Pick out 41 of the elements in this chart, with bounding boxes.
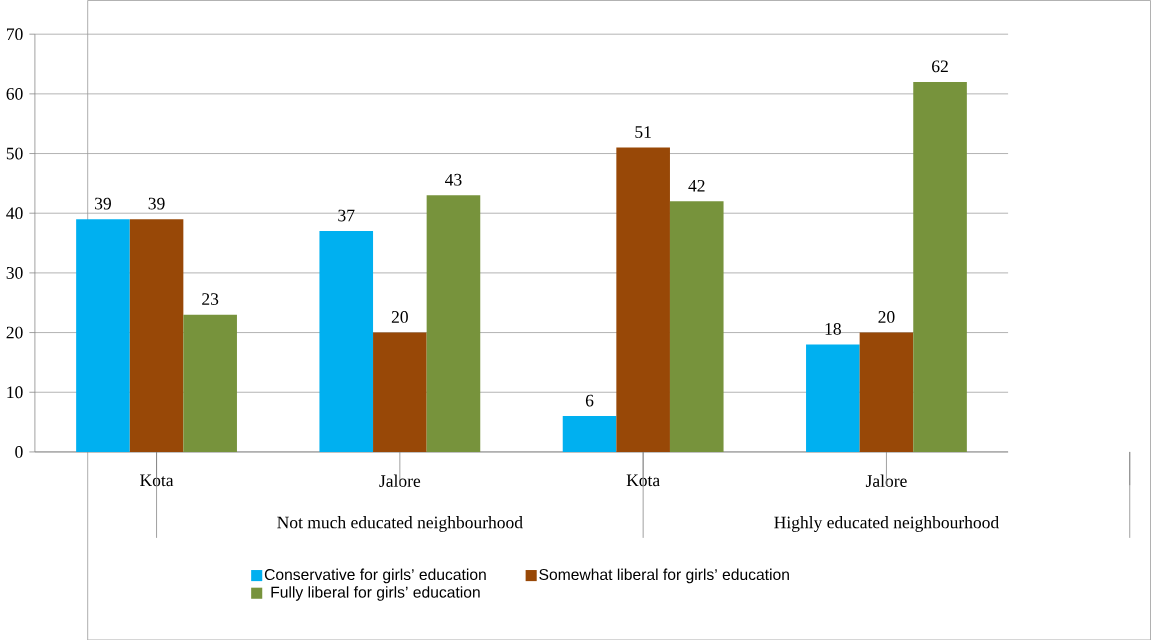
data-label: 62 [932,60,948,72]
data-label: 20 [391,310,408,323]
bar [426,195,481,452]
y-tick-label: 60 [6,87,23,100]
data-label: 42 [688,179,705,192]
bar [913,81,967,452]
bar [183,314,237,452]
y-tick-label: 40 [6,207,23,219]
data-label: 18 [825,322,841,335]
y-tick-label: 30 [6,266,23,279]
y-tick-label: 70 [7,28,23,40]
y-tick-label: 50 [6,147,23,160]
y-tick-label: 0 [15,445,23,458]
data-label: 43 [445,173,462,186]
legend-label: Fully liberal for girls’ education [271,586,480,601]
bar [129,218,184,452]
bar [669,201,724,452]
y-tick-label: 20 [6,326,23,339]
data-label: 23 [202,292,219,305]
data-label: 51 [635,125,651,138]
bar [76,218,130,452]
text: Highly educated neighbourhood [774,515,999,532]
data-label: 20 [878,310,895,323]
bar [319,230,374,452]
data-label: 37 [338,209,355,222]
x-tick-label: Jalore [379,474,421,487]
bar [806,344,860,452]
bar [859,332,914,452]
data-label: 39 [95,197,111,210]
y-tick-label: 10 [7,386,23,398]
x-tick-label: Kota [140,474,174,486]
text: Not much educated neighbourhood [277,515,523,532]
legend-label: Somewhat liberal for girls’ education [539,568,789,583]
bar [373,332,427,452]
legend-label: Conservative for girls’ education [264,568,486,583]
data-label: 39 [148,197,165,210]
bar [562,415,617,452]
x-tick-label: Jalore [865,474,907,487]
data-label: 6 [585,394,594,407]
bar [616,147,670,452]
x-tick-label: Kota [626,474,660,486]
